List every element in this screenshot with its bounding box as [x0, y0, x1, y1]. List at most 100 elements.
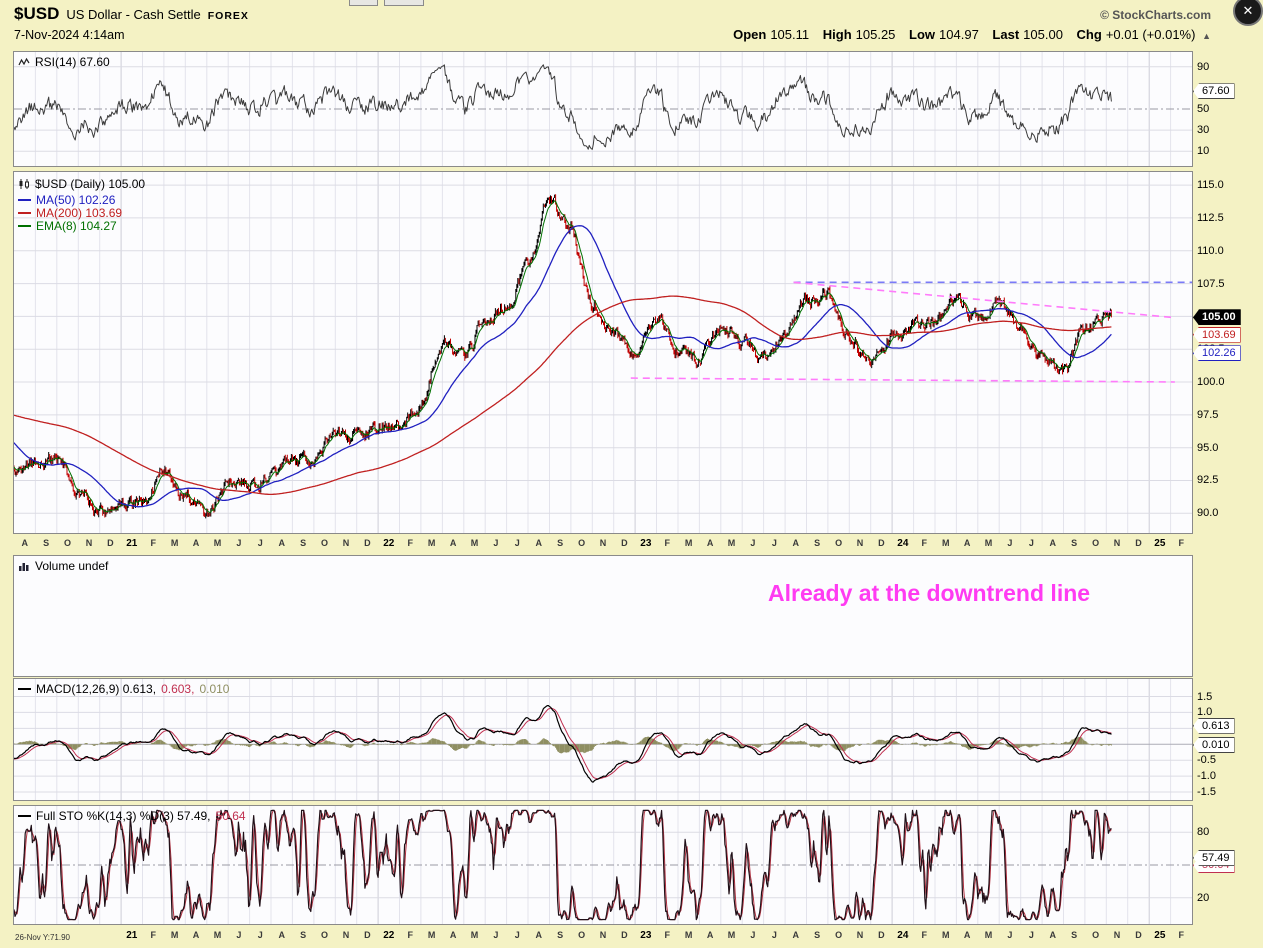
volume-panel-label: Volume undef: [18, 559, 108, 573]
y-tick-label: 115.0: [1197, 179, 1224, 192]
x-axis-label: A: [535, 538, 542, 548]
high-label: High: [822, 27, 852, 42]
x-axis-label: A: [21, 538, 28, 548]
annotation-text: Already at the downtrend line: [768, 580, 1091, 606]
x-axis-label: A: [706, 930, 714, 940]
badge-macd-hist: 0.010: [1193, 736, 1235, 753]
window-tab-remnant: [349, 0, 378, 6]
price-label-text: $USD (Daily) 105.00: [35, 177, 146, 191]
badge-price-ma200: 103.69: [1193, 326, 1241, 343]
x-axis-label: F: [1178, 538, 1185, 548]
sto-label-d: 50.64: [215, 809, 246, 823]
x-axis-label: 23: [640, 538, 652, 549]
x-axis-label: M: [984, 538, 993, 548]
x-axis-label: J: [257, 930, 263, 940]
x-axis-label: 25: [1154, 538, 1166, 549]
x-axis-label: N: [1113, 538, 1121, 548]
x-axis-label: F: [664, 538, 671, 548]
y-tick-label: -1.5: [1197, 786, 1216, 799]
x-axis-label: F: [664, 930, 671, 940]
x-axis-label: O: [835, 538, 843, 548]
x-axis-label: M: [941, 538, 950, 548]
x-axis-label: J: [493, 930, 499, 940]
x-axis-label: A: [278, 930, 285, 940]
x-axis-label: 21: [126, 930, 138, 941]
y-tick-label: 92.5: [1197, 474, 1219, 487]
ema8-legend-text: EMA(8) 104.27: [36, 219, 117, 233]
x-axis-label: F: [407, 538, 413, 548]
ma50-legend-text: MA(50) 102.26: [36, 193, 116, 207]
line-chart-icon: [18, 57, 30, 66]
x-axis-label: S: [557, 930, 564, 940]
x-axis-label: M: [427, 538, 436, 548]
x-axis-label: M: [684, 538, 693, 548]
y-tick-label: 1.0: [1197, 706, 1213, 719]
y-tick-label: 50: [1197, 103, 1210, 115]
symbol-description: US Dollar - Cash Settle: [66, 7, 201, 22]
badge-price-ma50: 102.26: [1193, 345, 1241, 362]
x-axis-label: J: [771, 538, 777, 548]
x-axis-label: J: [750, 538, 756, 548]
y-tick-label: 90.0: [1197, 507, 1219, 520]
y-tick-label: 100.0: [1197, 376, 1225, 389]
x-axis-label: O: [578, 538, 586, 548]
x-axis-label: M: [470, 930, 479, 940]
x-axis-label: A: [792, 538, 800, 548]
quote-bar: Open 105.11 High 105.25 Low 104.97 Last 105.…: [723, 27, 1211, 42]
window-tab-remnant: [384, 0, 424, 6]
x-axis-label: O: [321, 930, 329, 940]
x-axis-label: M: [213, 930, 222, 940]
stockcharts-credit: © StockCharts.com: [1100, 8, 1211, 22]
x-axis-label: J: [1007, 538, 1013, 548]
y-tick-label: 80: [1197, 826, 1210, 839]
x-axis-label: 24: [897, 538, 909, 549]
y-tick-label: 112.5: [1197, 211, 1224, 224]
y-tick-label: -1.0: [1197, 770, 1216, 783]
close-button[interactable]: ✕: [1233, 0, 1263, 26]
x-axis-label: 21: [126, 538, 138, 549]
x-axis-label: J: [750, 930, 756, 940]
x-axis-label: M: [470, 538, 479, 548]
x-axis-label: D: [364, 930, 371, 940]
legend-ma200: MA(200) 103.69: [18, 206, 122, 220]
sto-label-main: Full STO %K(14,3) %D(3) 57.49,: [36, 809, 211, 823]
y-tick-label: 1.5: [1197, 690, 1213, 703]
last-label: Last: [992, 27, 1020, 42]
chg-label: Chg: [1076, 27, 1102, 42]
high-value: 105.25: [855, 27, 896, 42]
ma200-legend-text: MA(200) 103.69: [36, 206, 123, 220]
x-axis-label: A: [449, 930, 457, 940]
macd-label-main: MACD(12,26,9) 0.613,: [36, 682, 157, 696]
y-tick-label: 110.0: [1197, 244, 1224, 257]
x-axis-label: A: [278, 538, 285, 548]
x-axis-label: O: [835, 930, 843, 940]
x-axis-label: A: [449, 538, 457, 548]
x-axis-label: D: [1135, 930, 1142, 940]
x-axis-label: D: [621, 538, 628, 548]
y-tick-label: 20: [1197, 891, 1210, 904]
x-axis-label: N: [85, 538, 93, 548]
x-axis-top: A S O N D 21 F M A M J J A S O N D 22 F M A M J J A S O N D 23 F M A M J J A…: [0, 538, 1263, 552]
x-axis-label: A: [963, 930, 971, 940]
x-axis-label: J: [514, 930, 520, 940]
macd-line-swatch: [18, 688, 31, 690]
x-axis-label: J: [1028, 930, 1034, 940]
x-axis-label: A: [963, 538, 971, 548]
x-axis-label: F: [1178, 930, 1185, 940]
x-axis-label: A: [535, 930, 542, 940]
x-axis-label: F: [921, 930, 928, 940]
x-axis-label: S: [43, 538, 50, 548]
badge-price-last: 105.00: [1193, 309, 1241, 326]
x-axis-bottom: 21 F M A M J J A S O N D 22 F M A M J J A S O N D 23 F M A M J J A S O N D 2…: [0, 930, 1263, 944]
volume-bars-icon: [19, 563, 29, 571]
legend-ema8: EMA(8) 104.27: [18, 219, 117, 233]
x-axis-label: M: [170, 930, 179, 940]
x-axis-label: O: [1092, 930, 1100, 940]
x-axis-label: N: [342, 930, 350, 940]
x-axis-label: M: [727, 930, 736, 940]
x-axis-label: J: [236, 538, 242, 548]
x-axis-label: O: [1092, 538, 1100, 548]
x-axis-label: M: [941, 930, 950, 940]
